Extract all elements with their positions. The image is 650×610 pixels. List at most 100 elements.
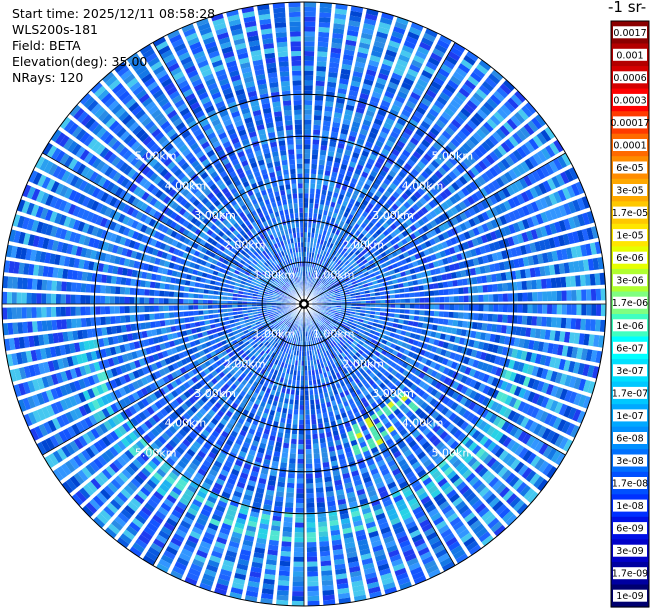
ppi-gate xyxy=(361,124,370,132)
ppi-gate xyxy=(405,298,410,303)
ppi-gate xyxy=(514,179,524,191)
ppi-gate xyxy=(492,313,498,322)
ppi-gate xyxy=(486,387,495,397)
ppi-gate xyxy=(341,63,352,71)
ppi-gate xyxy=(316,497,325,503)
ppi-gate xyxy=(463,356,471,365)
ppi-gate xyxy=(406,275,413,281)
ppi-gate xyxy=(375,296,381,300)
ppi-gate xyxy=(591,225,599,239)
ppi-gate xyxy=(318,17,331,23)
ppi-gate xyxy=(501,249,508,260)
ppi-gate xyxy=(331,238,336,245)
ppi-gate xyxy=(414,252,421,260)
ppi-gate xyxy=(348,90,359,97)
ppi-gate xyxy=(468,229,476,238)
ppi-gate xyxy=(512,360,520,371)
ppi-gate xyxy=(277,580,290,586)
ppi-gate xyxy=(304,256,306,262)
ppi-gate xyxy=(304,21,316,27)
ppi-gate xyxy=(377,72,389,81)
ppi-gate xyxy=(429,297,435,303)
ppi-gate xyxy=(498,304,504,312)
ppi-gate xyxy=(537,253,544,264)
ppi-gate xyxy=(531,316,538,326)
ppi-gate xyxy=(306,252,309,257)
ppi-gate xyxy=(348,287,355,292)
ppi-gate xyxy=(317,259,321,265)
ppi-gate xyxy=(409,154,419,164)
ppi-gate xyxy=(504,382,513,393)
ppi-gate xyxy=(306,256,309,262)
ppi-gate xyxy=(464,398,473,408)
ppi-gate xyxy=(295,390,300,396)
ppi-gate xyxy=(506,282,513,291)
ppi-gate xyxy=(340,163,348,171)
ppi-gate xyxy=(320,145,328,151)
ppi-gate xyxy=(413,315,420,321)
ppi-gate xyxy=(399,49,412,59)
ppi-gate xyxy=(485,232,493,242)
ppi-gate xyxy=(442,318,449,325)
ppi-gate xyxy=(365,327,371,333)
ppi-gate xyxy=(342,329,348,335)
ppi-gate xyxy=(535,199,544,211)
ppi-gate xyxy=(534,328,541,339)
ppi-gate xyxy=(507,314,513,324)
ppi-gate xyxy=(551,304,557,315)
ppi-gate xyxy=(329,290,335,294)
ppi-gate xyxy=(457,279,463,286)
ppi-gate xyxy=(504,335,511,345)
ppi-gate xyxy=(367,105,377,113)
ppi-gate xyxy=(449,195,458,205)
ppi-gate xyxy=(321,278,326,284)
ppi-gate xyxy=(306,542,317,548)
ppi-gate xyxy=(304,144,311,150)
ppi-gate xyxy=(345,235,352,242)
ppi-gate xyxy=(388,152,398,161)
ppi-gate xyxy=(393,235,401,243)
ppi-gate xyxy=(394,63,407,72)
ppi-gate xyxy=(539,197,549,209)
ppi-gate xyxy=(479,245,487,255)
ppi-gate xyxy=(557,189,567,202)
ppi-gate xyxy=(323,209,328,216)
ppi-gate xyxy=(359,329,365,334)
ppi-gate xyxy=(347,256,354,262)
ppi-gate xyxy=(322,584,334,591)
ppi-gate xyxy=(503,200,512,211)
ppi-gate xyxy=(488,294,494,302)
ppi-gate xyxy=(527,304,533,314)
ppi-gate xyxy=(443,145,454,155)
ppi-gate xyxy=(398,113,409,122)
ppi-gate xyxy=(412,87,424,97)
ppi-gate xyxy=(568,375,577,388)
ppi-gate xyxy=(387,81,399,90)
ppi-gate xyxy=(304,16,316,22)
ppi-gate xyxy=(353,223,360,230)
ppi-gate xyxy=(366,256,372,262)
ppi-gate xyxy=(307,227,312,233)
ppi-gate xyxy=(322,120,331,127)
ppi-gate xyxy=(482,373,490,383)
ppi-gate xyxy=(283,438,290,444)
ppi-gate xyxy=(400,298,406,303)
ppi-gate xyxy=(546,430,556,443)
ppi-gate xyxy=(429,210,437,218)
ppi-gate xyxy=(304,55,314,61)
ppi-gate xyxy=(437,67,450,78)
ppi-gate xyxy=(552,343,559,355)
ppi-gate xyxy=(323,110,333,117)
ppi-gate xyxy=(572,230,580,244)
ppi-gate xyxy=(375,229,382,236)
ppi-gate xyxy=(317,281,322,287)
ppi-gate xyxy=(364,339,371,345)
ppi-gate xyxy=(313,119,322,126)
ppi-gate xyxy=(575,275,581,287)
ppi-gate xyxy=(365,162,373,170)
ppi-gate xyxy=(516,233,524,244)
ppi-gate xyxy=(438,34,452,45)
ppi-gate xyxy=(414,309,420,315)
ppi-gate xyxy=(339,133,348,140)
ppi-gate xyxy=(481,211,490,221)
